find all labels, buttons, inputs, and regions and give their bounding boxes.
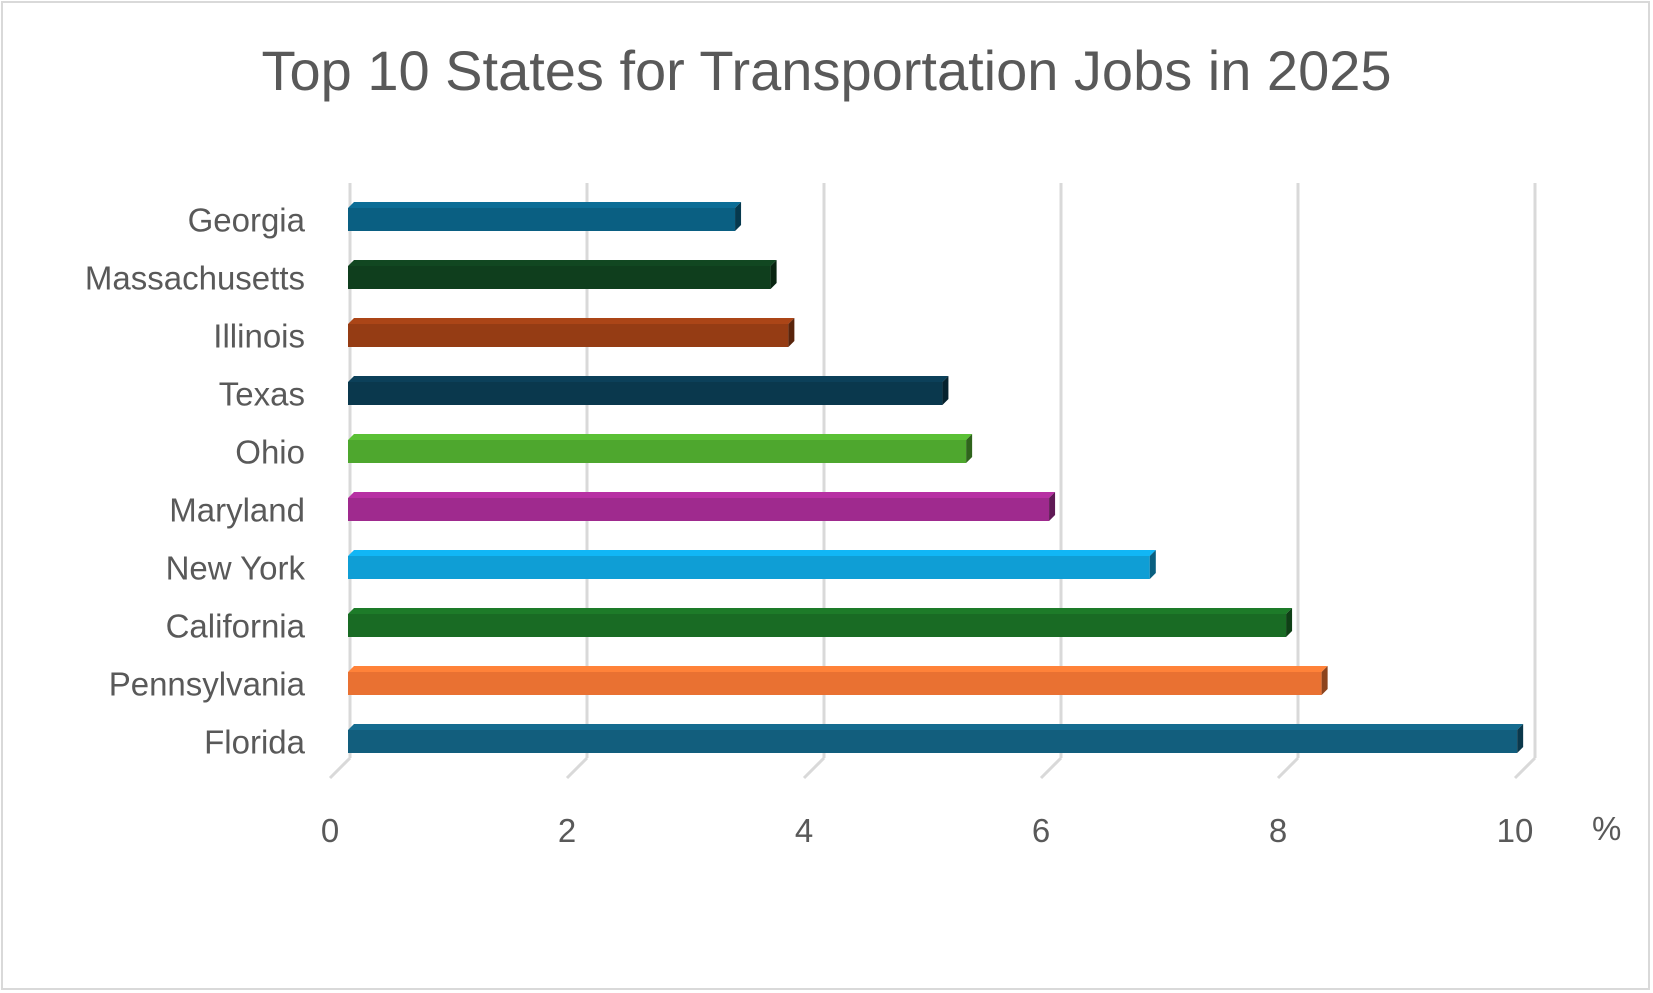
bar-front xyxy=(348,614,1287,637)
x-tick-label: 2 xyxy=(558,812,576,849)
bar-side xyxy=(735,202,742,231)
bar-front xyxy=(348,266,771,289)
category-label: Maryland xyxy=(169,492,305,529)
bar-top xyxy=(348,376,949,382)
gridline-floor xyxy=(1039,756,1063,780)
gridline-floor xyxy=(802,756,826,780)
bar xyxy=(348,608,1293,637)
category-label: Pennsylvania xyxy=(109,666,306,703)
gridline-floor xyxy=(328,756,352,780)
bar-top xyxy=(348,724,1524,730)
bar-top xyxy=(348,492,1056,498)
bar-front xyxy=(348,730,1518,753)
x-tick-label: 10 xyxy=(1497,812,1534,849)
chart-title: Top 10 States for Transportation Jobs in… xyxy=(261,39,1392,102)
bar-side xyxy=(1517,724,1524,753)
bar-front xyxy=(348,382,943,405)
bar xyxy=(348,724,1524,753)
category-label: Georgia xyxy=(188,202,306,239)
category-label: Massachusetts xyxy=(85,260,305,297)
bar-side xyxy=(1149,550,1156,579)
bar xyxy=(348,492,1056,521)
category-label: California xyxy=(166,608,306,645)
bar-front xyxy=(348,440,967,463)
bar-side xyxy=(1049,492,1056,521)
category-label: Texas xyxy=(219,376,305,413)
bar-front xyxy=(348,324,789,347)
bar-side xyxy=(788,318,795,347)
bar xyxy=(348,376,949,405)
bar-side xyxy=(966,434,973,463)
gridline-floor xyxy=(1276,756,1300,780)
bar-side xyxy=(1321,666,1328,695)
x-tick-label: 4 xyxy=(795,812,813,849)
bar-top xyxy=(348,666,1328,672)
gridline-floor xyxy=(1513,756,1537,780)
bar xyxy=(348,666,1328,695)
x-tick-label: 8 xyxy=(1269,812,1287,849)
x-tick-label: 0 xyxy=(321,812,339,849)
category-label: Illinois xyxy=(213,318,305,355)
bar xyxy=(348,318,795,347)
bar-front xyxy=(348,556,1150,579)
bar xyxy=(348,202,742,231)
bar-top xyxy=(348,608,1293,614)
x-axis-unit-label: % xyxy=(1592,810,1621,847)
bar-top xyxy=(348,260,777,266)
bar xyxy=(348,260,777,289)
bar xyxy=(348,434,973,463)
bar-top xyxy=(348,550,1156,556)
category-label: Ohio xyxy=(235,434,305,471)
category-label: New York xyxy=(166,550,306,587)
gridline-floor xyxy=(565,756,589,780)
category-label: Florida xyxy=(204,724,306,761)
bar-side xyxy=(1286,608,1293,637)
bar-side xyxy=(942,376,949,405)
bar-front xyxy=(348,498,1050,521)
bar-front xyxy=(348,672,1322,695)
bar-top xyxy=(348,318,795,324)
bar-front xyxy=(348,208,736,231)
bar xyxy=(348,550,1156,579)
bar-top xyxy=(348,202,742,208)
bar-top xyxy=(348,434,973,440)
x-tick-label: 6 xyxy=(1032,812,1050,849)
bar-side xyxy=(770,260,777,289)
